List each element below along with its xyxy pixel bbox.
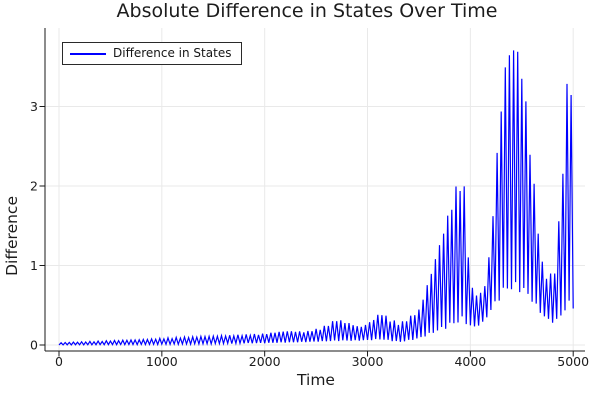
x-tick-label-0: 0 [55,354,63,369]
tick-labels: 0 1000 2000 3000 4000 5000 0 1 2 3 [30,99,589,369]
x-tick-label-3000: 3000 [352,354,384,369]
x-tick-label-4000: 4000 [454,354,486,369]
axes [44,28,585,352]
legend-entry-label: Difference in States [113,46,232,60]
legend-line-sample [70,53,106,55]
gridlines [45,28,585,351]
data-series [58,50,574,347]
legend-box: Difference in States [62,42,242,65]
y-tick-label-0: 0 [30,338,38,353]
y-tick-label-3: 3 [30,99,38,114]
y-tick-label-1: 1 [30,258,38,273]
y-tick-label-2: 2 [30,179,38,194]
x-axis-label: Time [297,371,335,389]
x-tick-label-2000: 2000 [249,354,281,369]
y-axis-label-text: Difference [3,195,21,276]
chart-title: Absolute Difference in States Over Time [116,0,498,22]
series-line-0 [58,50,574,347]
tick-marks [39,106,574,357]
x-tick-label-5000: 5000 [557,354,589,369]
x-tick-label-1000: 1000 [146,354,178,369]
